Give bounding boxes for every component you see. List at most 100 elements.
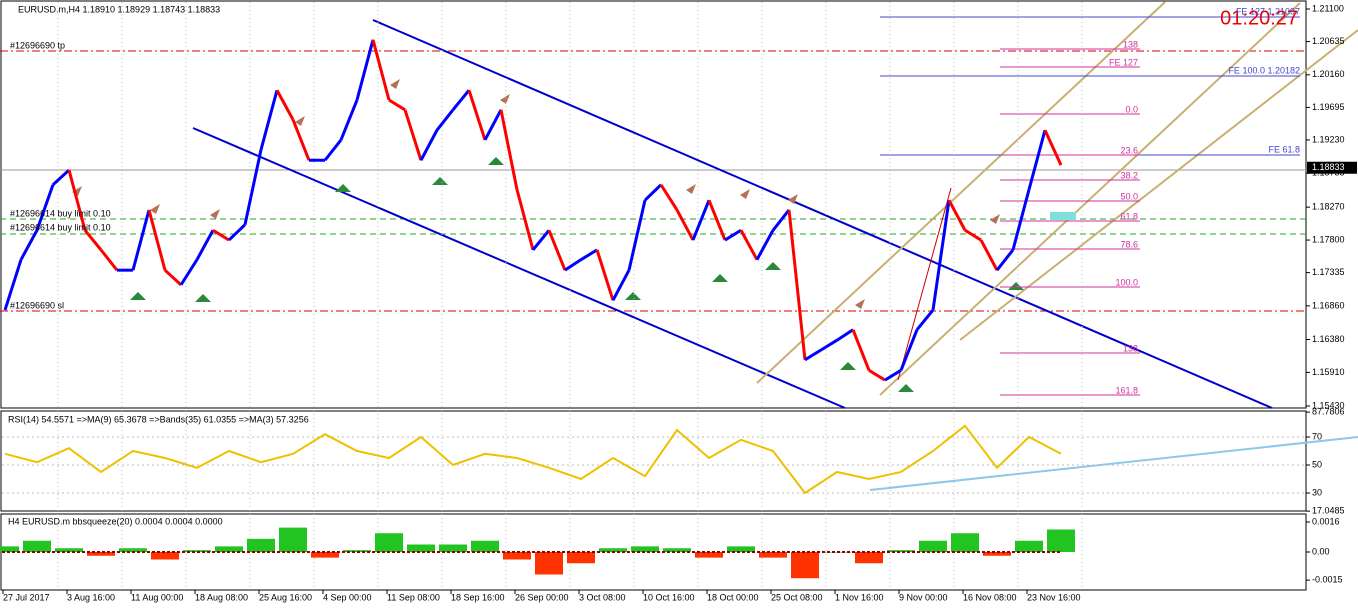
price-segment — [755, 229, 775, 261]
sq-bar — [247, 538, 275, 552]
x-tick-label: 10 Oct 16:00 — [643, 592, 695, 602]
x-tick-label: 11 Sep 08:00 — [387, 592, 440, 602]
price-segment — [195, 229, 215, 261]
trend-channel — [756, 1, 1166, 384]
y-tick-label: 1.18270 — [1312, 202, 1345, 212]
price-segment — [595, 249, 615, 301]
fibo-trend — [897, 187, 952, 381]
sq-bar — [151, 552, 179, 560]
sq-bar — [535, 552, 563, 575]
price-segment — [451, 89, 471, 111]
price-segment — [868, 369, 886, 382]
rsi-line — [4, 424, 1062, 495]
sq-bar — [87, 552, 115, 556]
x-tick-label: 25 Oct 08:00 — [771, 592, 823, 602]
fib-label: 138 — [1123, 343, 1138, 353]
price-segment — [515, 189, 535, 251]
price-segment — [275, 89, 295, 121]
rsi-pane — [0, 410, 1307, 512]
fe-label: FE 100.0 1.20182 — [1228, 65, 1300, 75]
order-label: #12696690 tp — [10, 40, 65, 50]
x-tick-label: 26 Sep 00:00 — [515, 592, 569, 602]
price-segment — [1027, 129, 1047, 191]
sq-bar — [567, 552, 595, 564]
rsi-tick-label: 30 — [1312, 487, 1322, 497]
price-segment — [147, 209, 167, 271]
price-segment — [820, 338, 838, 352]
price-segment — [99, 248, 119, 272]
price-segment — [83, 229, 103, 251]
rsi-header: RSI(14) 54.5571 =>MA(9) 65.3678 =>Bands(… — [8, 414, 309, 424]
fe-label: FE 61.8 — [1268, 144, 1300, 154]
x-tick-label: 18 Sep 16:00 — [451, 592, 505, 602]
order-label: #12696690 sl — [10, 300, 64, 310]
trend-channel — [959, 29, 1358, 341]
sq-tick-label: 0.0016 — [1312, 516, 1340, 526]
sq-bar — [791, 552, 819, 579]
sq-bar — [631, 546, 659, 552]
price-segment — [979, 239, 999, 271]
bid-label-bg — [1307, 161, 1357, 174]
price-segment — [291, 119, 311, 161]
channel-line — [372, 19, 1273, 409]
clock: 01:20:27 — [1220, 7, 1298, 29]
bid-label: 1.18833 — [1312, 162, 1345, 172]
x-tick-label: 3 Oct 08:00 — [579, 592, 626, 602]
price-segment — [1043, 129, 1063, 166]
price-segment — [771, 209, 791, 232]
price-segment — [787, 209, 807, 360]
y-tick-label: 1.17800 — [1312, 234, 1345, 244]
price-segment — [851, 329, 871, 371]
y-tick-label: 1.16860 — [1312, 300, 1345, 310]
order-label: #12696614 buy limit 0.10 — [10, 222, 111, 232]
series — [0, 39, 1075, 579]
y-tick-label: 1.20635 — [1312, 36, 1345, 46]
y-tick-label: 1.17335 — [1312, 267, 1345, 277]
sq-bar — [439, 544, 467, 552]
price-segment — [163, 269, 183, 286]
fib-label: 23.6 — [1120, 145, 1138, 155]
price-segment — [323, 139, 343, 162]
rsi-trendline — [869, 436, 1358, 491]
grid — [2, 2, 1306, 590]
price-segment — [227, 223, 247, 242]
price-segment — [3, 259, 23, 311]
price-segment — [836, 328, 854, 342]
sq-bar — [375, 533, 403, 552]
sq-bar — [311, 552, 339, 558]
price-segment — [467, 89, 487, 141]
rsi-tick-label: 17.0485 — [1312, 506, 1345, 516]
price-segment — [403, 109, 423, 161]
fib-label: 100.0 — [1115, 277, 1138, 287]
price-segment — [739, 229, 759, 261]
sq-bar — [503, 552, 531, 560]
squeeze-header: H4 EURUSD.m bbsqueeze(20) 0.0004 0.0004 … — [8, 516, 223, 526]
price-segment — [243, 149, 263, 225]
price-segment — [643, 183, 663, 202]
price-segment — [884, 369, 902, 382]
y-tick-label: 1.15910 — [1312, 367, 1345, 377]
fib-label: 38.2 — [1120, 170, 1138, 180]
price-segment — [724, 228, 742, 242]
price-segment — [419, 129, 439, 161]
x-tick-label: 4 Sep 00:00 — [323, 592, 372, 602]
sq-bar — [759, 552, 787, 558]
x-tick-label: 27 Jul 2017 — [3, 592, 50, 602]
sq-bar — [0, 546, 19, 552]
sq-bar — [663, 548, 691, 552]
sq-bar — [471, 540, 499, 552]
price-segment — [355, 39, 375, 101]
y-tick-label: 1.19695 — [1312, 102, 1345, 112]
price-segment — [131, 209, 151, 271]
fib-label: 0.0 — [1125, 104, 1138, 114]
sq-bar — [919, 540, 947, 552]
trend-channel — [879, 2, 1301, 396]
y-tick-label: 1.21100 — [1312, 3, 1344, 13]
price-segment — [339, 99, 359, 141]
price-segment — [580, 248, 598, 261]
x-tick-label: 23 Nov 16:00 — [1027, 592, 1081, 602]
sq-tick-label: 0.00 — [1312, 546, 1330, 556]
